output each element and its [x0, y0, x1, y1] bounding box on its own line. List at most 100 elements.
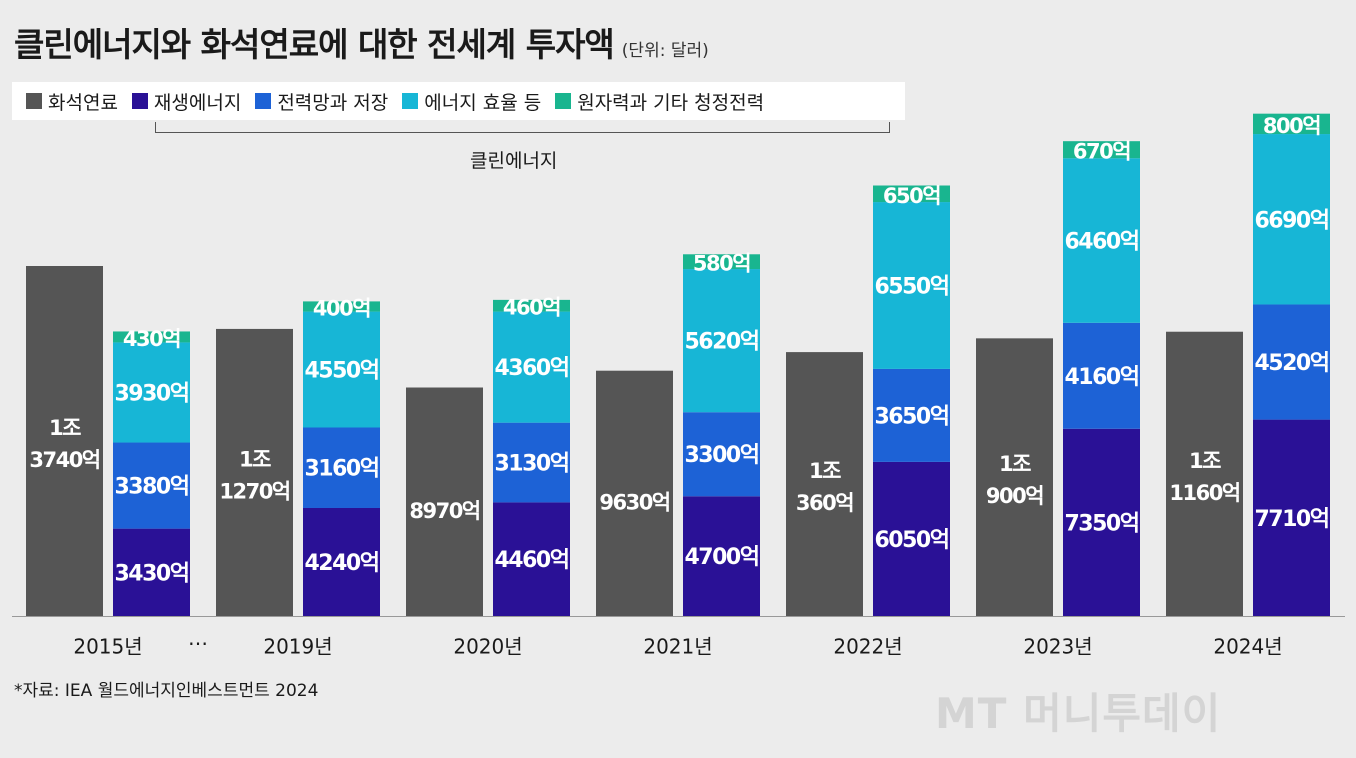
legend: 화석연료 재생에너지 전력망과 저장 에너지 효율 등 원자력과 기타 청정전력: [12, 82, 905, 120]
clean-bar-1-seg-3: [303, 301, 380, 312]
clean-label-1-seg-2: 4550억: [305, 359, 379, 384]
legend-item-4: 원자력과 기타 청정전력: [555, 88, 764, 115]
fossil-label-1-a: 1조: [239, 447, 271, 471]
clean-label-3-seg-0: 4700억: [685, 545, 759, 570]
clean-bar-0-seg-1: [113, 442, 190, 529]
clean-bar-4-seg-1: [873, 368, 950, 462]
clean-label-2-seg-1: 3130억: [495, 452, 569, 477]
fossil-label-6-a: 1조: [1189, 449, 1221, 473]
legend-label: 화석연료: [48, 91, 118, 114]
clean-label-2-seg-0: 4460억: [495, 548, 569, 573]
legend-swatch: [131, 93, 148, 109]
clean-label-0-seg-2: 3930억: [115, 381, 189, 406]
legend-label: 에너지 효율 등: [424, 91, 542, 114]
fossil-bar-6: [1166, 331, 1243, 616]
stacked-bar-chart: 1조 3740억 3430억 3380억 3930억 430억 2015년 1조 1270억 42…: [12, 113, 1345, 659]
fossil-label-2: 8970억: [409, 499, 479, 523]
clean-label-3-seg-3: 580억: [693, 252, 750, 276]
x-tick-label-6: 2024년: [1213, 635, 1282, 659]
legend-swatch: [402, 93, 419, 109]
legend-item-2: 전력망과 저장: [255, 88, 388, 115]
x-tick-label-4: 2022년: [833, 635, 902, 659]
clean-bar-5-seg-1: [1063, 322, 1140, 429]
legend-swatch: [26, 93, 42, 109]
fossil-bar-4: [786, 352, 863, 616]
clean-label-5-seg-1: 4160억: [1065, 365, 1139, 390]
clean-label-3-seg-2: 5620억: [685, 330, 759, 355]
x-tick-label-2: 2020년: [453, 635, 522, 659]
clean-bar-6-seg-0: [1253, 419, 1330, 616]
fossil-bar-1: [216, 328, 293, 616]
clean-bar-3-seg-0: [683, 496, 760, 616]
clean-bar-1-seg-0: [303, 507, 380, 616]
clean-label-2-seg-2: 4360억: [495, 356, 569, 381]
fossil-label-5-a: 1조: [999, 452, 1031, 476]
clean-bar-5-seg-3: [1063, 141, 1140, 159]
clean-label-1-seg-3: 400억: [313, 297, 370, 321]
legend-label: 재생에너지: [153, 91, 242, 114]
clean-label-5-seg-0: 7350억: [1065, 511, 1139, 536]
fossil-label-1-b: 1270억: [219, 479, 289, 503]
clean-label-5-seg-2: 6460억: [1065, 230, 1139, 255]
clean-label-4-seg-3: 650억: [883, 184, 940, 208]
clean-bar-0-seg-0: [113, 528, 190, 616]
clean-bar-5-seg-0: [1063, 428, 1140, 616]
x-tick-label-3: 2021년: [643, 635, 712, 659]
clean-label-4-seg-1: 3650억: [875, 404, 949, 429]
clean-bar-1-seg-1: [303, 427, 380, 508]
clean-label-4-seg-0: 6050억: [875, 528, 949, 553]
fossil-label-3: 9630억: [599, 490, 669, 514]
clean-bar-3-seg-3: [683, 254, 760, 270]
clean-label-4-seg-2: 6550억: [875, 274, 949, 299]
legend-item-3: 에너지 효율 등: [402, 88, 541, 115]
fossil-bar-2: [406, 387, 483, 616]
clean-energy-label: 클린에너지: [470, 150, 558, 172]
clean-bar-0-seg-3: [113, 331, 190, 343]
clean-bar-6-seg-2: [1253, 134, 1330, 305]
fossil-label-0-a: 1조: [49, 416, 81, 440]
clean-label-0-seg-0: 3430억: [115, 561, 189, 586]
clean-label-1-seg-1: 3160억: [305, 457, 379, 482]
fossil-label-6-b: 1160억: [1169, 481, 1239, 505]
clean-energy-bracket: [155, 122, 890, 133]
fossil-bar-5: [976, 338, 1053, 616]
legend-swatch: [255, 93, 272, 109]
fossil-label-5-b: 900억: [986, 484, 1043, 508]
legend-label: 전력망과 저장: [277, 91, 389, 114]
clean-bar-1-seg-2: [303, 311, 380, 428]
clean-bar-5-seg-2: [1063, 158, 1140, 323]
legend-swatch: [555, 93, 572, 109]
clean-bar-2-seg-3: [493, 299, 570, 312]
clean-label-6-seg-2: 6690억: [1255, 208, 1329, 233]
fossil-label-4-a: 1조: [809, 459, 841, 483]
clean-label-2-seg-3: 460억: [503, 296, 560, 320]
clean-label-1-seg-0: 4240억: [305, 551, 379, 576]
clean-bar-3-seg-1: [683, 412, 760, 497]
clean-label-3-seg-1: 3300억: [685, 443, 759, 468]
clean-bar-6-seg-1: [1253, 304, 1330, 420]
legend-item-1: 재생에너지: [131, 88, 242, 115]
fossil-label-0-b: 3740억: [29, 448, 99, 472]
fossil-bar-3: [596, 370, 673, 616]
fossil-label-4-b: 360억: [796, 491, 853, 515]
clean-label-0-seg-3: 430억: [123, 327, 180, 351]
clean-bar-3-seg-2: [683, 269, 760, 413]
clean-bar-2-seg-0: [493, 502, 570, 616]
watermark-logo: MT 머니투데이: [935, 689, 1222, 738]
clean-label-6-seg-3: 800억: [1263, 114, 1320, 138]
clean-bar-4-seg-0: [873, 461, 950, 616]
axis-ellipsis: …: [188, 626, 208, 650]
legend-item-0: 화석연료: [26, 88, 118, 115]
x-tick-label-1: 2019년: [263, 635, 332, 659]
legend-label: 원자력과 기타 청정전력: [577, 91, 765, 114]
clean-bar-2-seg-2: [493, 311, 570, 423]
clean-label-6-seg-0: 7710억: [1255, 507, 1329, 532]
x-tick-label-5: 2023년: [1023, 635, 1092, 659]
chart-title: 클린에너지와 화석연료에 대한 전세계 투자액 (단위: 달러): [14, 25, 709, 64]
clean-bar-2-seg-1: [493, 422, 570, 503]
clean-label-5-seg-3: 670억: [1073, 140, 1130, 164]
clean-bar-4-seg-3: [873, 185, 950, 203]
fossil-bar-0: [26, 266, 103, 616]
clean-bar-0-seg-2: [113, 342, 190, 443]
x-tick-label-0: 2015년: [73, 635, 142, 659]
